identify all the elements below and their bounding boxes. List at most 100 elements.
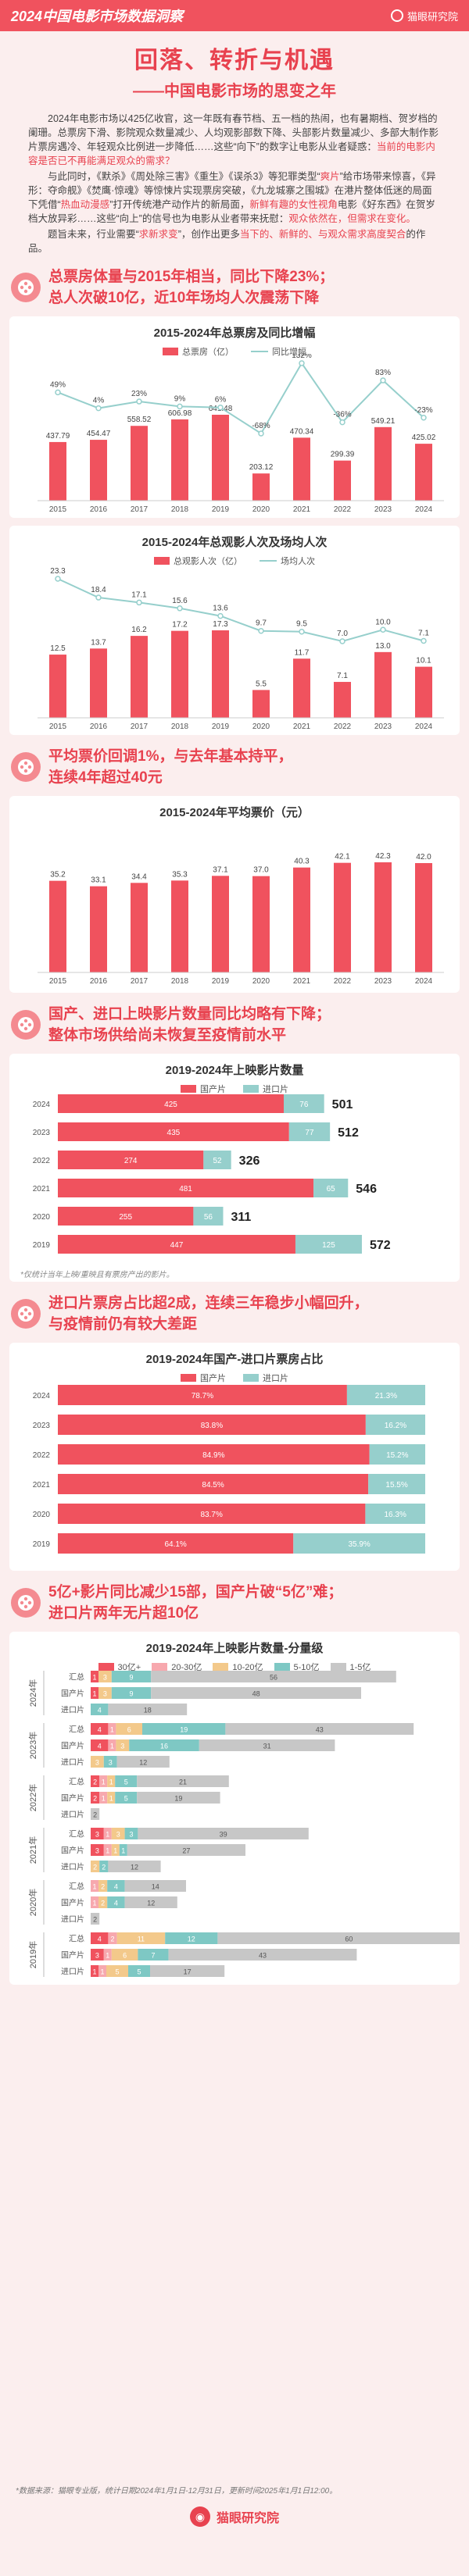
tier-segment — [91, 1775, 100, 1787]
film-reel-icon — [11, 752, 41, 782]
bar-value-label: 606.98 — [168, 409, 192, 418]
intro-paragraph: 题旨未来，行业需要“求新求变”，创作出更多当下的、新鲜的、与观众需求高度契合的作… — [28, 229, 426, 254]
total-label: 572 — [370, 1239, 391, 1252]
x-tick-label: 2020 — [252, 977, 270, 986]
segment-value-label: 6 — [123, 1952, 127, 1960]
legend-swatch — [251, 351, 268, 352]
legend-swatch — [213, 1663, 229, 1671]
total-label: 326 — [239, 1154, 260, 1168]
segment-value-label: 60 — [345, 1936, 353, 1943]
bar-value-label: 470.34 — [290, 427, 314, 436]
legend-label: 20-30亿 — [171, 1663, 202, 1672]
tier-segment — [142, 1723, 226, 1735]
intro-paragraph: 与此同时，《默杀》《周处除三害》《重生》《误杀3》等犯罪类型“爽片”给市场带来惊… — [28, 171, 436, 224]
tier-segment — [99, 1792, 108, 1804]
tier-segment — [103, 1756, 117, 1768]
bar — [334, 460, 351, 501]
line-point — [177, 403, 183, 410]
year-group-label: 2022年 — [27, 1784, 38, 1811]
row-label: 国产片 — [61, 1793, 84, 1804]
bar — [252, 473, 270, 501]
x-tick-label: 2022 — [334, 505, 352, 514]
x-tick-label: 2023 — [374, 505, 392, 514]
film-reel-icon — [11, 273, 41, 302]
line-point — [421, 415, 427, 421]
bar-value-label: 37.0 — [253, 866, 269, 875]
bar-value-label: 34.4 — [131, 872, 147, 881]
bar-domestic — [58, 1533, 294, 1554]
bar — [212, 630, 229, 718]
tier-segment — [199, 1739, 335, 1751]
segment-value-label: 2 — [93, 1779, 97, 1786]
row-label: 汇总 — [69, 1672, 84, 1682]
line-value-label: 9% — [174, 394, 186, 403]
brand: 猫眼研究院 — [390, 9, 458, 23]
bar-value-label: 15.2% — [386, 1451, 408, 1460]
legend-swatch — [154, 557, 170, 565]
segment-value-label: 11 — [138, 1936, 145, 1943]
bar-value-label: 558.52 — [127, 416, 152, 424]
line-point — [258, 627, 264, 634]
section-title-line: 5亿+影片同比减少15部，国产片破“5亿”难； — [48, 1584, 343, 1600]
bar-value-label: 76 — [299, 1101, 309, 1109]
year-group-label: 2019年 — [27, 1941, 38, 1968]
bar-value-label: 84.5% — [202, 1481, 224, 1490]
bar-value-label: 5.5 — [256, 680, 267, 688]
total-label: 512 — [338, 1126, 359, 1140]
section-title-line: 国产、进口上映影片数量同比均略有下降； — [48, 1006, 331, 1022]
bar-value-label: 125 — [322, 1241, 335, 1250]
section-heading: 总票房体量与2015年相当，同比下降23%； 总人次破10亿，近10年场均人次震荡… — [0, 266, 469, 309]
brand-logo-icon — [390, 9, 403, 22]
line-point — [136, 599, 142, 606]
row-label: 汇总 — [69, 1725, 84, 1735]
chart-card-box-office: 2015-2024年总票房及同比增幅 总票房（亿） 同比增幅 437.79 201… — [9, 316, 460, 518]
segment-value-label: 2 — [102, 1864, 106, 1871]
line-point — [217, 612, 224, 619]
bar — [212, 876, 229, 972]
year-group-label: 2024年 — [27, 1679, 38, 1707]
tier-segment — [103, 1828, 112, 1839]
segment-value-label: 3 — [95, 1952, 99, 1960]
segment-value-label: 1 — [92, 1883, 96, 1891]
bar — [49, 441, 66, 501]
section-heading: 平均票价回调1%，与去年基本持平， 连续4年超过40元 — [0, 746, 469, 788]
row-label: 国产片 — [61, 1689, 84, 1699]
line-value-label: 9.5 — [296, 620, 307, 629]
line-point — [258, 430, 264, 437]
legend-swatch — [181, 1374, 196, 1382]
brand-logo-icon: ◉ — [189, 2506, 210, 2527]
segment-value-label: 7 — [151, 1952, 155, 1960]
chart-card-ticket-price: 2015-2024年平均票价（元） 35.2 2015 33.1 2016 34.4 20… — [9, 796, 460, 993]
bar-value-label: 64.1% — [164, 1540, 186, 1549]
row-label: 进口片 — [61, 1705, 84, 1715]
tier-segment — [91, 1671, 98, 1682]
segment-value-label: 12 — [131, 1864, 138, 1871]
segment-value-label: 4 — [98, 1707, 102, 1714]
x-tick-label: 2018 — [171, 722, 189, 731]
tier-segment — [108, 1704, 188, 1715]
segment-value-label: 1 — [102, 1779, 106, 1786]
bar-imported — [365, 1415, 425, 1435]
tier-segment — [98, 1965, 106, 1977]
segment-value-label: 1 — [92, 1674, 96, 1682]
total-label: 311 — [231, 1211, 251, 1224]
segment-value-label: 1 — [110, 1743, 114, 1750]
line-value-label: 23.3 — [50, 567, 66, 576]
segment-value-label: 1 — [106, 1831, 109, 1839]
segment-value-label: 14 — [152, 1883, 159, 1891]
segment-value-label: 3 — [95, 1831, 99, 1839]
tier-segment — [91, 1965, 98, 1977]
section-title-line: 整体市场供给尚未恢复至疫情前水平 — [48, 1027, 287, 1044]
bar-value-label: 454.47 — [87, 430, 111, 438]
bar — [252, 876, 270, 972]
bar — [171, 630, 188, 718]
chart-title: 2015-2024年平均票价（元） — [159, 806, 310, 819]
tier-segment — [138, 1949, 169, 1961]
bar-domestic — [58, 1179, 314, 1197]
tier-segment — [150, 1965, 225, 1977]
legend-label: 国产片 — [200, 1374, 226, 1383]
bar-value-label: 425.02 — [412, 433, 436, 442]
bar-value-label: 78.7% — [192, 1392, 213, 1400]
top-bar: 2024中国电影市场数据洞察 猫眼研究院 — [0, 0, 469, 31]
legend-label: 进口片 — [263, 1085, 288, 1094]
